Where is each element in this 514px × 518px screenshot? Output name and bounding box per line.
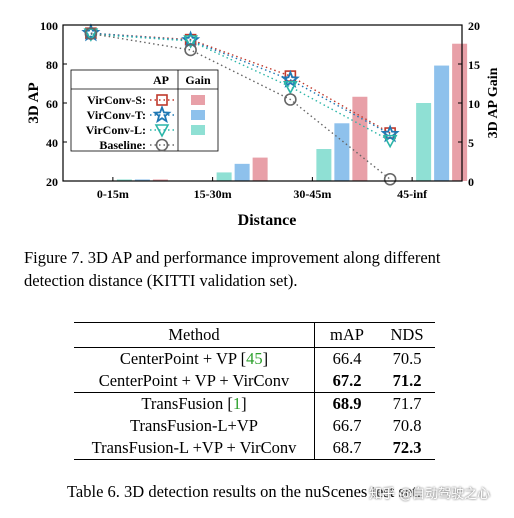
table-row: CenterPoint + VP + VirConv 67.2 71.2	[74, 370, 435, 393]
method-cell: CenterPoint + VP [45]	[74, 347, 315, 370]
x-axis-ticks: 0-15m 15-30m 30-45m 45-inf	[97, 177, 428, 201]
x-tick-label: 15-30m	[194, 187, 232, 201]
legend-header-ap: AP	[153, 73, 169, 87]
gain-bars	[116, 43, 468, 181]
gain-bar	[116, 179, 132, 181]
legend: AP Gain VirConv-S:VirConv-T:VirConv-L:Ba…	[70, 69, 219, 152]
table-header-row: Method mAP NDS	[74, 322, 435, 348]
gain-bar	[352, 96, 368, 181]
gain-bar	[452, 43, 468, 181]
figure-caption-line-2: detection distance (KITTI validation set…	[24, 271, 298, 290]
gain-bar	[152, 179, 168, 181]
legend-swatch	[191, 110, 205, 120]
legend-label: VirConv-T:	[87, 108, 146, 122]
legend-swatch	[191, 95, 205, 105]
method-cell: CenterPoint + VP + VirConv	[74, 370, 315, 393]
table-row: TransFusion [1] 68.9 71.7	[74, 392, 435, 415]
legend-swatch	[191, 125, 205, 135]
gain-bar	[134, 179, 150, 181]
map-cell: 68.7	[332, 438, 362, 457]
ap-line	[90, 32, 391, 180]
header-method: Method	[74, 322, 315, 348]
citation-link[interactable]: 1	[232, 394, 242, 413]
ap-point	[280, 69, 300, 88]
ap-line	[90, 33, 391, 142]
right-tick-label: 20	[468, 19, 480, 33]
method-cell: TransFusion-L+VP	[74, 415, 315, 437]
legend-marker	[152, 105, 172, 124]
left-tick-label: 60	[46, 97, 58, 111]
gain-bar	[216, 172, 232, 181]
citation-link[interactable]: 45	[246, 349, 263, 368]
map-cell: 66.4	[332, 349, 362, 368]
ap-lines	[81, 23, 400, 186]
ap-point	[283, 81, 298, 95]
ap-line	[90, 32, 391, 135]
left-axis-ticks: 20 40 60 80 100	[40, 19, 67, 189]
map-cell: 67.2	[332, 371, 362, 390]
right-axis-label: 3D AP Gain	[486, 67, 501, 138]
nds-cell: 72.3	[392, 438, 422, 457]
x-tick-label: 45-inf	[397, 187, 428, 201]
header-map: mAP	[314, 322, 379, 348]
table-caption: Table 6. 3D detection results on the nuS…	[67, 482, 421, 501]
nds-cell: 70.5	[392, 349, 422, 368]
gain-bar	[316, 149, 332, 181]
gain-bar	[252, 157, 268, 181]
legend-label: Baseline:	[99, 138, 146, 152]
right-tick-label: 15	[468, 58, 480, 72]
legend-marker	[154, 124, 170, 138]
figure-caption: Figure 7. 3D AP and performance improvem…	[24, 246, 502, 292]
table-row: CenterPoint + VP [45] 66.4 70.5	[74, 347, 435, 370]
ap-point	[184, 43, 197, 57]
ap-point	[383, 172, 397, 186]
watermark: 知乎 @自动驾驶之心	[369, 487, 491, 502]
x-axis-label: Distance	[238, 212, 297, 229]
ap-point	[382, 134, 398, 149]
method-cell: TransFusion [1]	[74, 392, 315, 415]
nds-cell: 70.8	[392, 416, 422, 435]
legend-marker	[156, 94, 168, 106]
ap-point	[284, 93, 297, 106]
table-row: TransFusion-L +VP + VirConv 68.7 72.3	[74, 437, 435, 460]
table-row: TransFusion-L+VP 66.7 70.8	[74, 415, 435, 437]
gain-bar	[416, 103, 432, 181]
legend-marker	[155, 138, 169, 152]
right-tick-label: 5	[468, 136, 474, 150]
left-tick-label: 80	[46, 58, 58, 72]
left-tick-label: 20	[46, 175, 58, 189]
legend-label: VirConv-L:	[86, 123, 146, 137]
left-axis-label: 3D AP	[26, 82, 42, 123]
left-tick-label: 40	[46, 136, 58, 150]
results-table: Method mAP NDS CenterPoint + VP [45] 66.…	[74, 322, 435, 460]
right-tick-label: 10	[468, 97, 480, 111]
right-tick-label: 0	[468, 175, 474, 189]
map-cell: 68.9	[314, 392, 379, 415]
method-cell: TransFusion-L +VP + VirConv	[74, 437, 315, 460]
nds-cell: 71.7	[379, 392, 435, 415]
header-nds: NDS	[379, 322, 435, 348]
x-tick-label: 0-15m	[97, 187, 129, 201]
ap-point	[183, 35, 198, 49]
map-cell: 66.7	[332, 416, 362, 435]
gain-bar	[434, 65, 450, 181]
legend-rows: VirConv-S:VirConv-T:VirConv-L:Baseline:	[86, 93, 205, 152]
ap-point	[380, 124, 400, 143]
gain-bar	[334, 123, 350, 181]
ap-point	[83, 28, 99, 42]
distance-ap-chart: 20 40 60 80 100 0 5 10 15 20 0-15m 15-30m 30-45m 45…	[26, 19, 501, 229]
ap-point	[84, 27, 98, 40]
left-tick-label: 100	[40, 19, 58, 33]
legend-header-gain: Gain	[185, 73, 211, 87]
x-tick-label: 30-45m	[293, 187, 331, 201]
figure-caption-line-1: Figure 7. 3D AP and performance improvem…	[24, 248, 441, 267]
gain-bar	[234, 163, 250, 181]
legend-label: VirConv-S:	[87, 93, 146, 107]
right-axis-ticks: 0 5 10 15 20	[458, 19, 480, 189]
nds-cell: 71.2	[392, 371, 422, 390]
